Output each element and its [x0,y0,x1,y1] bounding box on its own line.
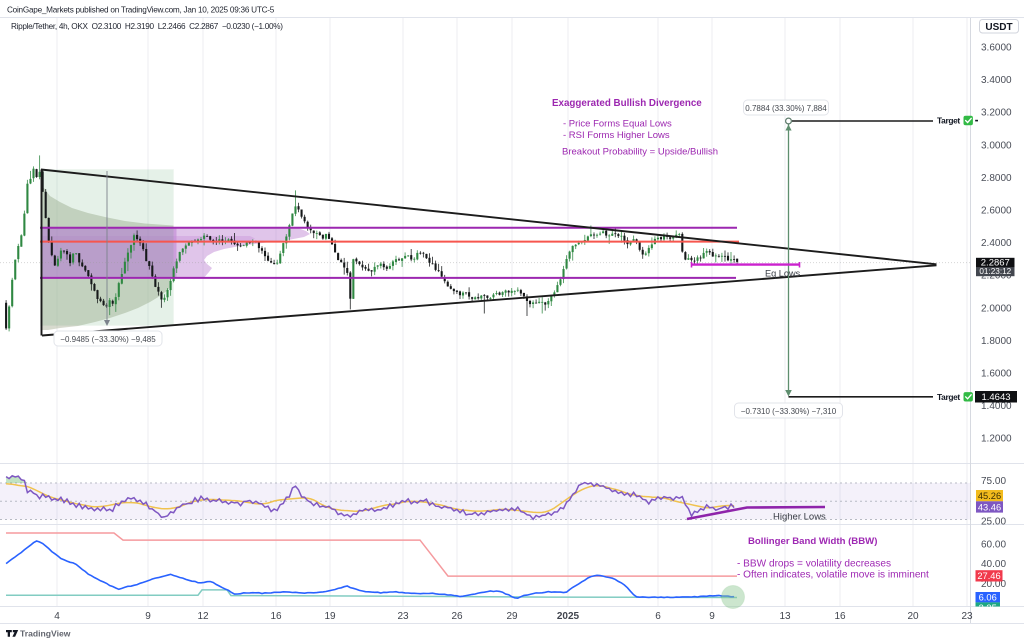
svg-text:Ripple/Tether, 4h, OKX O2.310: Ripple/Tether, 4h, OKX O2.3100 H2.3190 L… [11,22,283,31]
svg-text:Breakout Probability = Upside/: Breakout Probability = Upside/Bullish [562,147,718,158]
svg-text:40.00: 40.00 [981,559,1006,570]
svg-text:75.00: 75.00 [981,476,1006,487]
svg-text:2.0000: 2.0000 [981,303,1012,314]
svg-text:- Often indicates, volatile mo: - Often indicates, volatile move is immi… [737,570,929,581]
svg-text:27.46: 27.46 [977,571,1000,581]
svg-text:4: 4 [54,611,60,622]
svg-text:16: 16 [834,611,846,622]
svg-text:2.8000: 2.8000 [981,173,1012,184]
svg-text:3.0000: 3.0000 [981,140,1012,151]
svg-text:6: 6 [655,611,661,622]
svg-text:Target: Target [937,116,960,126]
svg-text:6.06: 6.06 [979,593,997,603]
svg-text:−0.7310 (−33.30%) −7,310: −0.7310 (−33.30%) −7,310 [741,407,837,416]
svg-text:1.4643: 1.4643 [981,392,1010,403]
svg-text:2.2867: 2.2867 [981,258,1010,269]
svg-text:CoinGape_Markets published on: CoinGape_Markets published on TradingVie… [7,6,275,15]
svg-text:9: 9 [709,611,715,622]
svg-text:0.7884 (33.30%) 7,884: 0.7884 (33.30%) 7,884 [745,104,827,113]
svg-text:25.00: 25.00 [981,517,1006,528]
svg-text:1.8000: 1.8000 [981,336,1012,347]
svg-text:20.00: 20.00 [981,579,1006,590]
svg-text:26: 26 [451,611,463,622]
svg-text:12: 12 [197,611,209,622]
svg-text:23: 23 [397,611,409,622]
svg-text:- BBW drops = volatility decre: - BBW drops = volatility decreases [737,559,891,570]
svg-text:45.26: 45.26 [978,491,1001,501]
svg-text:1.2000: 1.2000 [981,434,1012,445]
svg-text:3.2000: 3.2000 [981,108,1012,119]
svg-text:20: 20 [907,611,919,622]
svg-text:60.00: 60.00 [981,540,1006,551]
svg-text:9: 9 [145,611,151,622]
svg-text:Exaggerated Bullish Divergence: Exaggerated Bullish Divergence [552,98,702,109]
svg-text:1.4000: 1.4000 [981,401,1012,412]
svg-text:19: 19 [324,611,336,622]
svg-text:3.6000: 3.6000 [981,43,1012,54]
svg-text:USDT: USDT [985,22,1012,33]
svg-text:16: 16 [270,611,282,622]
svg-text:3.35: 3.35 [979,603,997,613]
svg-text:43.46: 43.46 [978,502,1001,512]
svg-text:01:23:12: 01:23:12 [979,267,1011,276]
svg-text:13: 13 [779,611,791,622]
svg-text:Target: Target [937,392,960,402]
svg-text:Higher Lows: Higher Lows [773,512,826,523]
svg-text:2.2000: 2.2000 [981,271,1012,282]
svg-text:2.6000: 2.6000 [981,206,1012,217]
svg-text:3.4000: 3.4000 [981,75,1012,86]
svg-text:- RSI Forms Higher Lows: - RSI Forms Higher Lows [563,130,670,141]
svg-text:TradingView: TradingView [20,628,71,638]
svg-text:2025: 2025 [557,611,580,622]
svg-text:- Price Forms Equal Lows: - Price Forms Equal Lows [563,119,672,130]
svg-text:Eq Lows: Eq Lows [765,269,801,279]
svg-text:23: 23 [961,611,973,622]
svg-text:Bollinger Band Width (BBW): Bollinger Band Width (BBW) [748,536,877,547]
svg-text:29: 29 [506,611,518,622]
svg-text:2.4000: 2.4000 [981,238,1012,249]
svg-text:−0.9485 (−33.30%) −9,485: −0.9485 (−33.30%) −9,485 [60,335,156,344]
svg-text:1.6000: 1.6000 [981,369,1012,380]
